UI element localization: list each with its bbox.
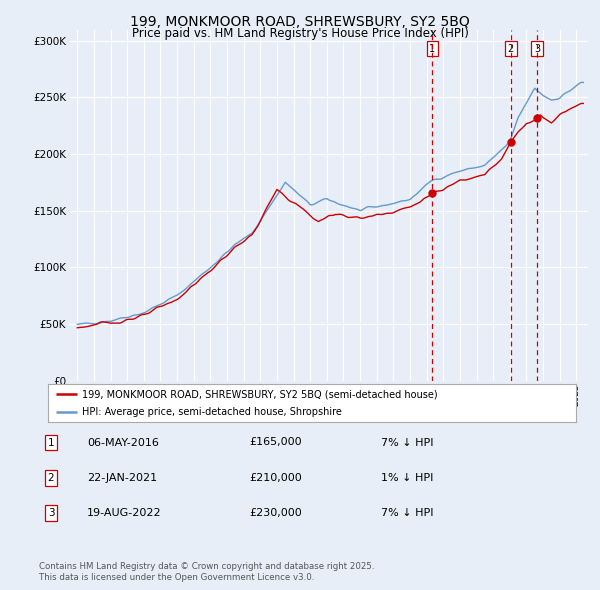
Text: £230,000: £230,000 (249, 509, 302, 518)
Text: 199, MONKMOOR ROAD, SHREWSBURY, SY2 5BQ: 199, MONKMOOR ROAD, SHREWSBURY, SY2 5BQ (130, 15, 470, 29)
Text: 3: 3 (534, 44, 540, 54)
Text: £165,000: £165,000 (249, 438, 302, 447)
Text: 7% ↓ HPI: 7% ↓ HPI (381, 509, 433, 518)
Text: HPI: Average price, semi-detached house, Shropshire: HPI: Average price, semi-detached house,… (82, 407, 342, 417)
Text: 2: 2 (47, 473, 55, 483)
Text: Price paid vs. HM Land Registry's House Price Index (HPI): Price paid vs. HM Land Registry's House … (131, 27, 469, 40)
Text: £210,000: £210,000 (249, 473, 302, 483)
Text: 06-MAY-2016: 06-MAY-2016 (87, 438, 159, 447)
Text: 3: 3 (47, 509, 55, 518)
Text: 7% ↓ HPI: 7% ↓ HPI (381, 438, 433, 447)
Text: 1% ↓ HPI: 1% ↓ HPI (381, 473, 433, 483)
Text: 22-JAN-2021: 22-JAN-2021 (87, 473, 157, 483)
Text: Contains HM Land Registry data © Crown copyright and database right 2025.
This d: Contains HM Land Registry data © Crown c… (39, 562, 374, 582)
Text: 199, MONKMOOR ROAD, SHREWSBURY, SY2 5BQ (semi-detached house): 199, MONKMOOR ROAD, SHREWSBURY, SY2 5BQ … (82, 389, 438, 399)
Text: 19-AUG-2022: 19-AUG-2022 (87, 509, 161, 518)
Text: 1: 1 (47, 438, 55, 447)
Text: 1: 1 (430, 44, 436, 54)
Text: 2: 2 (508, 44, 514, 54)
